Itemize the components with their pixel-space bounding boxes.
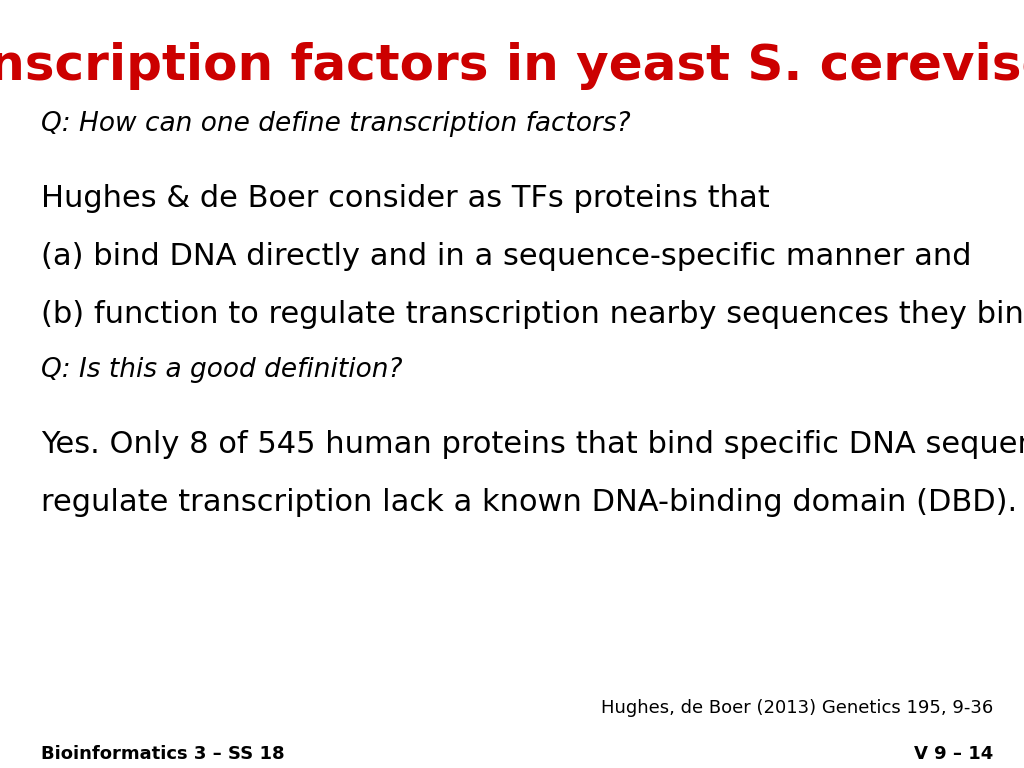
Text: Hughes & de Boer consider as TFs proteins that: Hughes & de Boer consider as TFs protein… <box>41 184 770 214</box>
Text: Q: Is this a good definition?: Q: Is this a good definition? <box>41 357 402 383</box>
Text: (a) bind DNA directly and in a sequence-specific manner and: (a) bind DNA directly and in a sequence-… <box>41 242 972 271</box>
Text: Yes. Only 8 of 545 human proteins that bind specific DNA sequences and: Yes. Only 8 of 545 human proteins that b… <box>41 430 1024 459</box>
Text: Bioinformatics 3 – SS 18: Bioinformatics 3 – SS 18 <box>41 745 285 763</box>
Text: Transcription factors in yeast S. cereviseae: Transcription factors in yeast S. cerevi… <box>0 42 1024 91</box>
Text: Q: How can one define transcription factors?: Q: How can one define transcription fact… <box>41 111 631 137</box>
Text: regulate transcription lack a known DNA-binding domain (DBD).: regulate transcription lack a known DNA-… <box>41 488 1017 517</box>
Text: V 9 – 14: V 9 – 14 <box>914 745 993 763</box>
Text: (b) function to regulate transcription nearby sequences they bind: (b) function to regulate transcription n… <box>41 300 1024 329</box>
Text: Hughes, de Boer (2013) Genetics 195, 9-36: Hughes, de Boer (2013) Genetics 195, 9-3… <box>601 699 993 717</box>
